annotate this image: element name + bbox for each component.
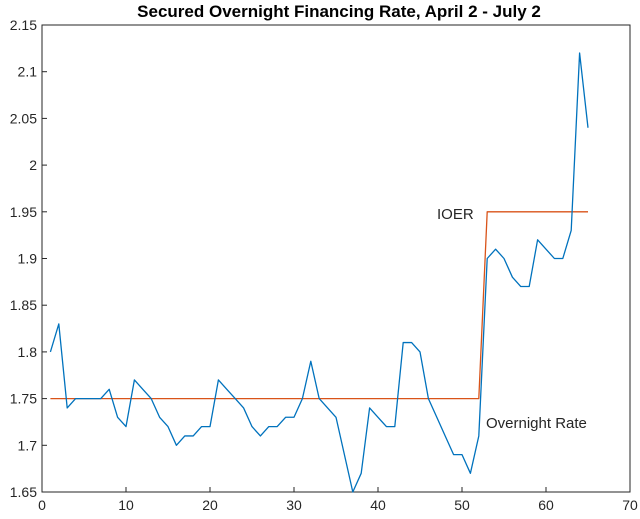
y-tick-label: 1.9 xyxy=(18,251,38,267)
series-layer xyxy=(49,52,589,493)
x-tick-label: 0 xyxy=(38,497,46,513)
chart-title: Secured Overnight Financing Rate, April … xyxy=(137,2,541,21)
y-tick-label: 2 xyxy=(29,157,37,173)
x-tick-label: 70 xyxy=(622,497,638,513)
y-tick-label: 1.85 xyxy=(10,297,37,313)
y-tick-label: 2.05 xyxy=(10,110,37,126)
x-tick-label: 20 xyxy=(202,497,218,513)
plot-area-frame xyxy=(41,24,631,493)
y-tick-label: 2.15 xyxy=(10,17,37,33)
overnight-rate-annotation: Overnight Rate xyxy=(486,415,587,432)
y-tick-label: 2.1 xyxy=(18,64,38,80)
ioer-annotation: IOER xyxy=(437,206,474,223)
x-tick-label: 30 xyxy=(286,497,302,513)
x-tick-label: 50 xyxy=(454,497,470,513)
x-tick-label: 40 xyxy=(370,497,386,513)
y-tick-label: 1.7 xyxy=(18,437,38,453)
y-tick-label: 1.95 xyxy=(10,204,37,220)
x-tick-label: 10 xyxy=(118,497,134,513)
y-tick-label: 1.8 xyxy=(18,344,38,360)
y-tick-label: 1.65 xyxy=(10,484,37,500)
x-axis: 0 10 20 30 40 50 60 70 xyxy=(38,487,638,513)
y-tick-label: 1.75 xyxy=(10,391,37,407)
y-axis: 1.65 1.7 1.75 1.8 1.85 1.9 1.95 2 2.05 2.1 2.15 xyxy=(10,17,47,500)
series-line-overnight-rate xyxy=(49,52,589,493)
series-line-ioer xyxy=(50,211,588,400)
x-tick-label: 60 xyxy=(538,497,554,513)
